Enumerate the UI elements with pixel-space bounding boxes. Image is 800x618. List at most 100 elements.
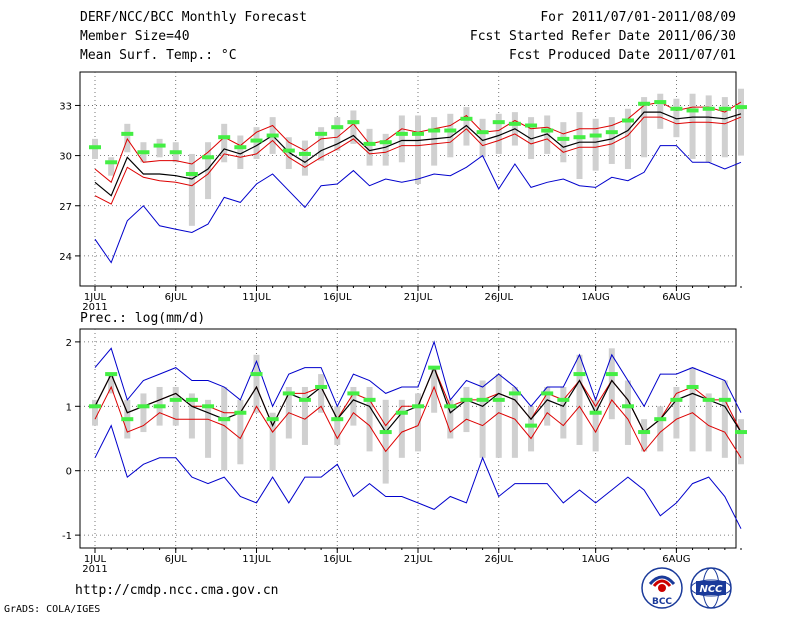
variable-label: Mean Surf. Temp.: °C [80, 48, 237, 63]
y-tick-label: 0 [66, 467, 72, 478]
obs-marker [363, 141, 376, 146]
obs-marker [444, 404, 457, 409]
spread-bar [624, 380, 631, 445]
obs-marker [315, 384, 328, 389]
obs-marker [508, 121, 521, 126]
spread-bar [188, 153, 195, 226]
obs-marker [605, 372, 618, 377]
obs-marker [185, 171, 198, 176]
forecast-period: For 2011/07/01-2011/08/09 [540, 10, 736, 25]
obs-marker [621, 118, 634, 123]
member-size: Member Size=40 [80, 29, 190, 44]
obs-marker [202, 155, 215, 160]
obs-marker [105, 160, 118, 165]
spread-bar [366, 386, 373, 452]
spread-bar [188, 393, 195, 439]
spread-bar [657, 406, 664, 452]
obs-marker [395, 410, 408, 415]
x-tick-label: 26JUL [484, 554, 513, 565]
obs-marker [492, 120, 505, 125]
obs-marker [202, 404, 215, 409]
obs-marker [250, 138, 263, 143]
panel2-title: Prec.: log(mm/d) [80, 311, 205, 326]
panel-2: 1JUL 6JUL 11JUL 16JUL 21JUL 26JUL 1AUG 6AUG 2011… [62, 328, 747, 575]
spread-bar [108, 374, 115, 394]
spread-bar [285, 137, 292, 169]
y-tick-label: 33 [59, 101, 72, 112]
spread-bar [237, 399, 244, 465]
spread-bar [705, 393, 712, 452]
obs-marker [121, 131, 134, 136]
obs-marker [234, 145, 247, 150]
obs-marker [266, 417, 279, 422]
y-tick-label: 27 [59, 202, 72, 213]
obs-marker [460, 116, 473, 121]
spread-bar [318, 374, 325, 413]
obs-marker [428, 365, 441, 370]
obs-marker [492, 397, 505, 402]
obs-marker [412, 404, 424, 409]
x-tick-label: 21JUL [404, 292, 433, 303]
obs-marker [282, 148, 295, 153]
footer-url[interactable]: http://cmdp.ncc.cma.gov.cn [75, 583, 279, 598]
spread-bar [721, 97, 728, 158]
spread-bar [269, 412, 276, 471]
year-label: 2011 [82, 302, 107, 313]
spread-bar [560, 386, 567, 439]
spread-bar [463, 386, 470, 433]
obs-marker [298, 397, 311, 402]
obs-marker [412, 131, 424, 136]
spread-bar [415, 115, 421, 185]
spread-bar [641, 419, 648, 452]
obs-marker [702, 106, 715, 111]
spread-bar [253, 127, 260, 159]
x-tick-label: 11JUL [242, 292, 271, 303]
obs-marker [153, 404, 166, 409]
spread-bar [382, 399, 389, 484]
spread-bar [366, 128, 373, 166]
obs-marker [169, 150, 182, 155]
obs-marker [573, 372, 586, 377]
x-tick-label: 6AUG [662, 292, 690, 303]
obs-marker [573, 135, 586, 140]
obs-marker [621, 404, 634, 409]
footer-credit: GrADS: COLA/IGES [4, 604, 101, 615]
obs-marker [541, 128, 554, 133]
x-tick-label: 6JUL [165, 292, 188, 303]
bcc-logo-text: BCC [652, 597, 672, 607]
obs-marker [331, 417, 344, 422]
x-tick-label: 21JUL [404, 554, 433, 565]
y-tick-label: 30 [59, 152, 72, 163]
obs-marker [347, 391, 360, 396]
obs-marker [686, 384, 699, 389]
obs-marker [718, 397, 731, 402]
spread-bar [592, 118, 599, 171]
spread-bar [705, 95, 712, 163]
spread-bar [673, 386, 680, 439]
spread-bar [205, 399, 212, 458]
spread-bar [415, 393, 421, 452]
obs-marker [525, 123, 538, 128]
spread-bar [431, 367, 438, 413]
obs-marker [331, 125, 344, 130]
obs-marker [670, 397, 683, 402]
obs-marker [266, 133, 279, 138]
spread-bar [398, 115, 405, 163]
obs-marker [89, 404, 101, 409]
obs-marker [638, 430, 651, 435]
obs-marker [718, 106, 731, 111]
spread-bar [528, 117, 535, 159]
y-tick-label: -1 [62, 531, 72, 542]
obs-marker [702, 397, 715, 402]
spread-bar [447, 399, 454, 439]
obs-marker [735, 430, 747, 435]
x-tick-label: 1JUL [84, 292, 107, 303]
obs-marker [169, 397, 182, 402]
obs-marker [654, 100, 667, 105]
obs-marker [121, 417, 134, 422]
plot-frame [79, 71, 737, 287]
obs-marker [476, 130, 489, 135]
spread-bar [447, 113, 454, 158]
spread-bar [479, 380, 486, 458]
spread-bar [318, 127, 325, 161]
